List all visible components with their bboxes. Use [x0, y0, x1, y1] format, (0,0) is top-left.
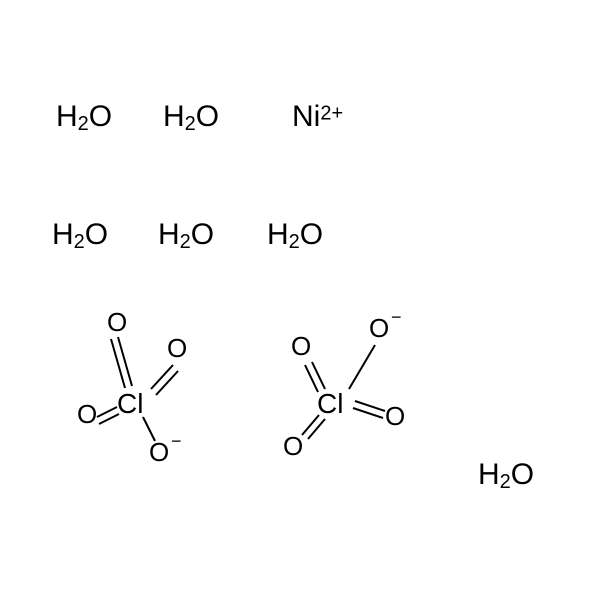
water-3-h: H [52, 218, 74, 251]
water-1-sub: 2 [78, 113, 89, 135]
water-5-o: O [300, 218, 323, 251]
chemical-structure-diagram: H2O H2O H2O H2O H2O H2O Ni2+ O O O O − C… [0, 0, 600, 600]
p2-o-top-right: O [369, 313, 389, 343]
p2-o-bottom-left: O [283, 431, 303, 461]
water-3-sub: 2 [74, 231, 85, 253]
water-6-h: H [478, 458, 500, 491]
water-5: H2O [267, 218, 323, 254]
water-4-h: H [158, 218, 180, 251]
p2-o-top-left: O [291, 331, 311, 361]
water-4: H2O [158, 218, 214, 254]
water-1-o: O [89, 100, 112, 133]
water-2-sub: 2 [185, 113, 196, 135]
p2-cl: Cl [317, 388, 343, 419]
p2-o-right: O [385, 401, 405, 431]
nickel-ion: Ni2+ [292, 100, 343, 134]
water-3-o: O [85, 218, 108, 251]
water-6-sub: 2 [500, 471, 511, 493]
p1-o-left: O [77, 399, 97, 429]
p1-o-top: O [107, 307, 127, 337]
nickel-symbol: Ni [292, 100, 320, 133]
water-3: H2O [52, 218, 108, 254]
water-6: H2O [478, 458, 534, 494]
nickel-charge: 2+ [320, 103, 343, 125]
perchlorate-1: O O O O − Cl [55, 295, 230, 470]
water-4-o: O [191, 218, 214, 251]
water-2: H2O [163, 100, 219, 136]
p1-o-bottom: O [149, 437, 169, 467]
perchlorate-2: O O − O O Cl [255, 295, 445, 470]
water-5-sub: 2 [289, 231, 300, 253]
water-2-h: H [163, 100, 185, 133]
p1-o-bottom-charge: − [171, 431, 182, 451]
p1-cl: Cl [117, 388, 143, 419]
water-6-o: O [511, 458, 534, 491]
water-1-h: H [56, 100, 78, 133]
water-4-sub: 2 [180, 231, 191, 253]
water-2-o: O [196, 100, 219, 133]
p2-o-top-right-charge: − [391, 307, 402, 327]
p1-o-right: O [167, 333, 187, 363]
water-1: H2O [56, 100, 112, 136]
water-5-h: H [267, 218, 289, 251]
